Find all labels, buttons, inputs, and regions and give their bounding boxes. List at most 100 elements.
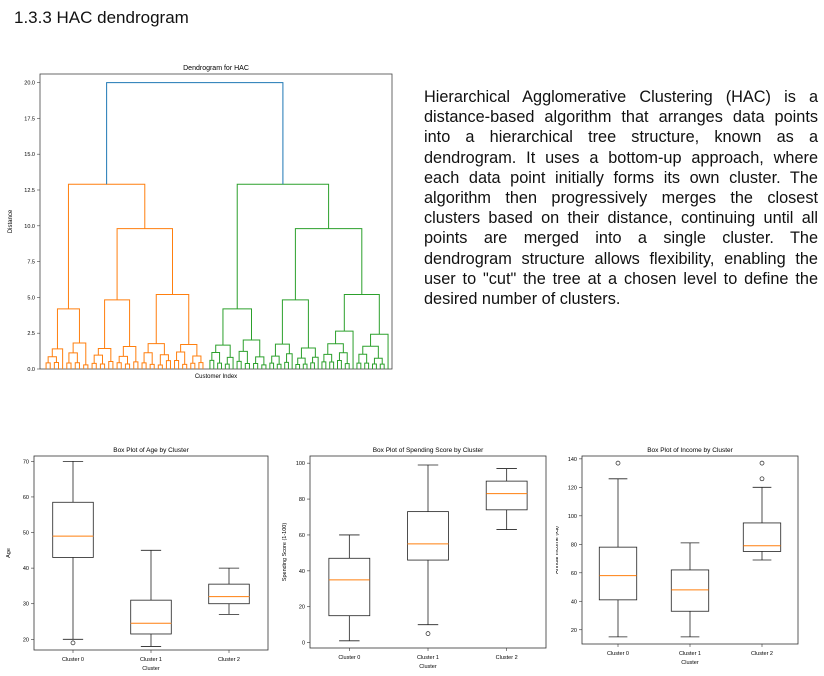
dendrogram-link (343, 294, 380, 335)
dendrogram-link (297, 357, 306, 365)
iqr-box (485, 480, 528, 511)
dendrogram-link (310, 362, 315, 369)
dendrogram-link (116, 362, 122, 369)
dendrogram-link (159, 354, 169, 366)
dendrogram-link (362, 345, 379, 359)
spending-boxplot-chart: Box Plot of Spending Score by Cluster Clu… (282, 447, 547, 670)
dendrogram-link (68, 352, 78, 364)
dendrogram-link (236, 183, 330, 309)
dendrogram-link (344, 363, 350, 369)
dendrogram-link (274, 343, 290, 357)
dendrogram-link (211, 352, 221, 364)
y-tick-label: 70 (23, 459, 29, 465)
dendrogram-link (338, 352, 348, 364)
dendrogram-link (364, 362, 370, 369)
y-tick-label: 20 (23, 637, 29, 643)
y-tick-label: 120 (568, 485, 577, 491)
dendrogram-link (45, 362, 51, 369)
dendrogram-link (269, 362, 275, 369)
y-tick-label: 40 (571, 599, 577, 605)
x-tick-label: Cluster 0 (607, 651, 629, 657)
x-tick-label: Cluster 2 (218, 657, 240, 663)
dendrogram-link (180, 344, 198, 357)
iqr-box (742, 522, 782, 552)
y-tick-label: 20.0 (24, 81, 35, 87)
dendrogram-link (99, 363, 106, 369)
x-tick-label: Cluster 1 (417, 655, 439, 661)
dendrogram-link (141, 362, 147, 369)
flier-point (425, 631, 431, 636)
y-tick-label: 20 (299, 605, 305, 611)
y-axis-label: Annual Income (k$) (556, 526, 560, 574)
dendrogram-link (242, 339, 261, 357)
chart-title: Box Plot of Income by Cluster (647, 447, 733, 454)
y-tick-label: 40 (299, 569, 305, 575)
dendrogram-link (74, 362, 80, 369)
iqr-box (52, 501, 94, 558)
y-tick-label: 30 (23, 602, 29, 608)
dendrogram-link (83, 364, 89, 369)
box-0 (52, 460, 94, 646)
dendrogram-link (295, 364, 301, 369)
dendrogram-link (276, 363, 282, 369)
dendrogram-link (226, 356, 234, 369)
dendrogram-link (157, 364, 163, 369)
dendrogram-link (294, 228, 363, 300)
dendrogram-link (53, 362, 59, 369)
dendrogram-link (281, 299, 309, 349)
dendrogram-link (312, 356, 319, 369)
dendrogram-link (155, 294, 190, 345)
y-axis-label: Age (6, 548, 12, 558)
box-2 (485, 468, 528, 530)
dendrogram-link (174, 360, 180, 369)
dendrogram-link (215, 344, 231, 358)
y-tick-label: 20 (571, 628, 577, 634)
dendrogram-link (51, 348, 64, 369)
dendrogram-link (286, 353, 293, 369)
iqr-box (328, 557, 371, 617)
age-boxplot-chart: Box Plot of Age by Cluster Cluster Age 20 30… (6, 447, 269, 672)
dendrogram-link (116, 228, 173, 300)
dendrogram-link (93, 354, 103, 365)
dendrogram-link (300, 347, 316, 359)
dendrogram-link (182, 363, 188, 369)
dendrogram-link (321, 361, 327, 369)
dendrogram-link (198, 362, 204, 369)
dendrogram-link (122, 345, 137, 362)
y-tick-label: 0.0 (27, 367, 35, 373)
income-boxplot-chart: Box Plot of Income by Cluster Cluster Annu… (556, 447, 799, 666)
dendrogram-link (104, 299, 131, 349)
dendrogram-link (72, 342, 87, 365)
dendrogram-link (327, 343, 344, 355)
dendrogram-link (337, 360, 342, 369)
description-paragraph: Hierarchical Agglomerative Clustering (H… (424, 88, 818, 309)
chart-title: Box Plot of Spending Score by Cluster (373, 447, 484, 454)
chart-title: Box Plot of Age by Cluster (113, 447, 189, 454)
dendrogram-link (284, 361, 289, 369)
dendrogram-link (329, 361, 335, 369)
dendrogram-link (238, 350, 248, 364)
dendrogram-link (67, 183, 146, 309)
x-tick-label: Cluster 1 (140, 657, 162, 663)
dendrogram-link (133, 361, 139, 369)
y-tick-label: 15.0 (24, 152, 35, 158)
x-axis-label: Cluster (419, 664, 437, 670)
dendrogram-link (106, 82, 284, 185)
x-tick-label: Cluster 2 (751, 651, 773, 657)
chart-title: Dendrogram for HAC (183, 65, 249, 72)
dendrogram-link (302, 363, 308, 369)
y-tick-label: 100 (568, 514, 577, 520)
x-tick-label: Cluster 1 (679, 651, 701, 657)
box-0 (598, 460, 638, 638)
y-tick-label: 140 (568, 457, 577, 463)
y-tick-label: 80 (299, 497, 305, 503)
dendrogram-link (358, 353, 368, 364)
dendrogram-link (335, 330, 354, 369)
dendrogram-link (217, 362, 222, 369)
dendrogram-link (224, 363, 230, 369)
y-tick-label: 12.5 (24, 188, 35, 194)
dendrogram-link (124, 363, 131, 369)
y-tick-label: 7.5 (27, 260, 35, 266)
dendrogram-link (244, 362, 250, 369)
dendrogram-link (373, 357, 383, 365)
